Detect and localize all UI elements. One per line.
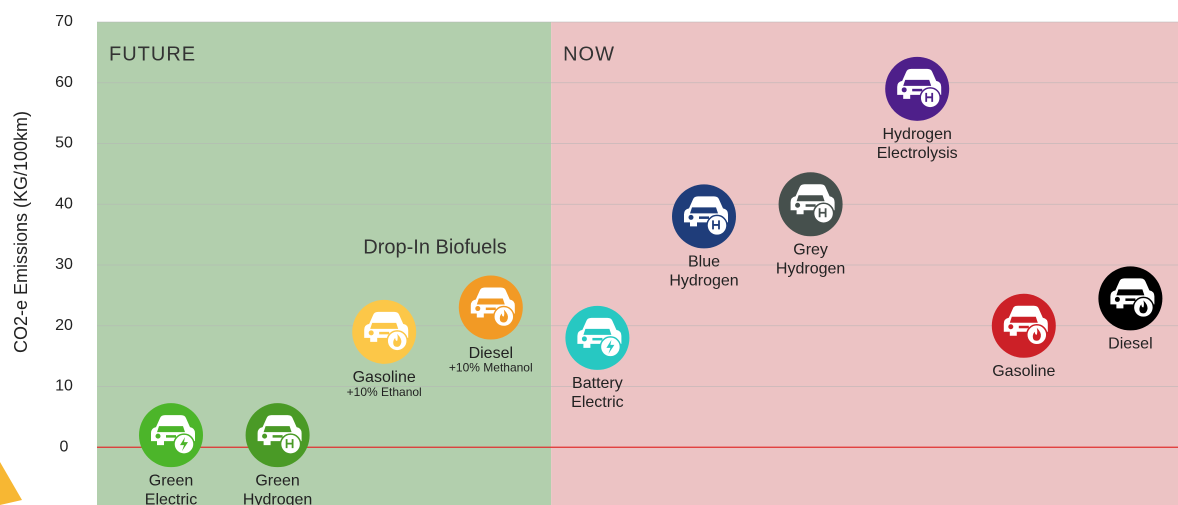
y-tick-label: 0 <box>60 439 69 456</box>
point-label: Hydrogen <box>883 126 952 143</box>
point-label: Gasoline <box>992 363 1055 380</box>
y-axis-label: CO2-e Emissions (KG/100km) <box>11 111 31 353</box>
y-tick-label: 40 <box>55 195 73 212</box>
car-grille <box>379 331 390 335</box>
y-tick-label: 20 <box>55 317 73 334</box>
y-tick-label: 30 <box>55 256 73 273</box>
point-label: Hydrogen <box>776 260 845 277</box>
point: Grey Hydrogen <box>776 172 845 277</box>
car-grille <box>592 337 603 341</box>
y-tick-label: 50 <box>55 135 73 152</box>
car-light <box>368 330 374 336</box>
car-grille <box>1125 298 1136 301</box>
point: Green Electric <box>139 403 203 505</box>
car-grille <box>1018 325 1029 329</box>
badge-symbol <box>606 339 615 354</box>
point-note: +10% Methanol <box>449 361 533 375</box>
badge-symbol <box>393 333 402 347</box>
region-label: FUTURE <box>109 43 196 65</box>
region <box>551 22 1178 505</box>
car-light <box>1114 296 1120 302</box>
car-grille <box>912 88 923 92</box>
car-light <box>1008 324 1014 330</box>
point: Blue Hydrogen <box>669 184 739 290</box>
point: Gasoline+10% Ethanol <box>347 299 422 399</box>
point: Gasoline <box>991 293 1056 380</box>
point-label: Grey <box>793 241 828 258</box>
annotation: Drop-In Biofuels <box>363 236 506 258</box>
badge-symbol <box>712 220 720 230</box>
point: Battery Electric <box>565 305 630 411</box>
car-light <box>795 202 801 208</box>
point: Green Hydrogen <box>243 403 312 505</box>
point-label: Electrolysis <box>877 145 958 162</box>
point-label: Diesel <box>1108 336 1152 353</box>
car-light <box>155 433 161 439</box>
car-light <box>475 306 481 312</box>
car-grille <box>699 216 709 219</box>
car-light <box>581 336 587 342</box>
badge-symbol <box>925 92 934 102</box>
car-grille <box>805 204 816 207</box>
badge-symbol <box>180 437 188 452</box>
decoration <box>0 462 22 505</box>
point-label: Electric <box>145 491 197 505</box>
badge-symbol <box>1032 327 1041 341</box>
point-label: Electric <box>571 394 623 411</box>
badge-symbol <box>285 439 294 449</box>
point-label: Green <box>255 472 299 489</box>
y-tick-label: 70 <box>55 13 73 30</box>
car-grille <box>272 435 283 438</box>
badge-symbol <box>818 208 827 218</box>
point-label: Diesel <box>469 345 513 362</box>
point: Hydrogen Electrolysis <box>877 56 958 162</box>
point: Diesel+10% Methanol <box>449 275 533 375</box>
car-light <box>901 87 907 93</box>
point-label: Hydrogen <box>669 273 738 290</box>
point-label: Green <box>149 472 193 489</box>
car-grille <box>485 307 496 311</box>
point-note: +10% Ethanol <box>347 385 422 399</box>
y-tick-label: 10 <box>55 378 73 395</box>
badge-symbol <box>499 309 508 323</box>
point: Diesel <box>1098 266 1163 353</box>
region-label: NOW <box>563 43 615 65</box>
point-label: Blue <box>688 254 720 271</box>
point-label: Hydrogen <box>243 491 312 505</box>
point-label: Battery <box>572 375 623 392</box>
car-light <box>262 433 268 439</box>
y-tick-label: 60 <box>55 74 73 91</box>
car-light <box>688 214 694 220</box>
car-grille <box>166 435 176 438</box>
point-label: Gasoline <box>353 369 416 386</box>
badge-symbol <box>1139 300 1148 314</box>
